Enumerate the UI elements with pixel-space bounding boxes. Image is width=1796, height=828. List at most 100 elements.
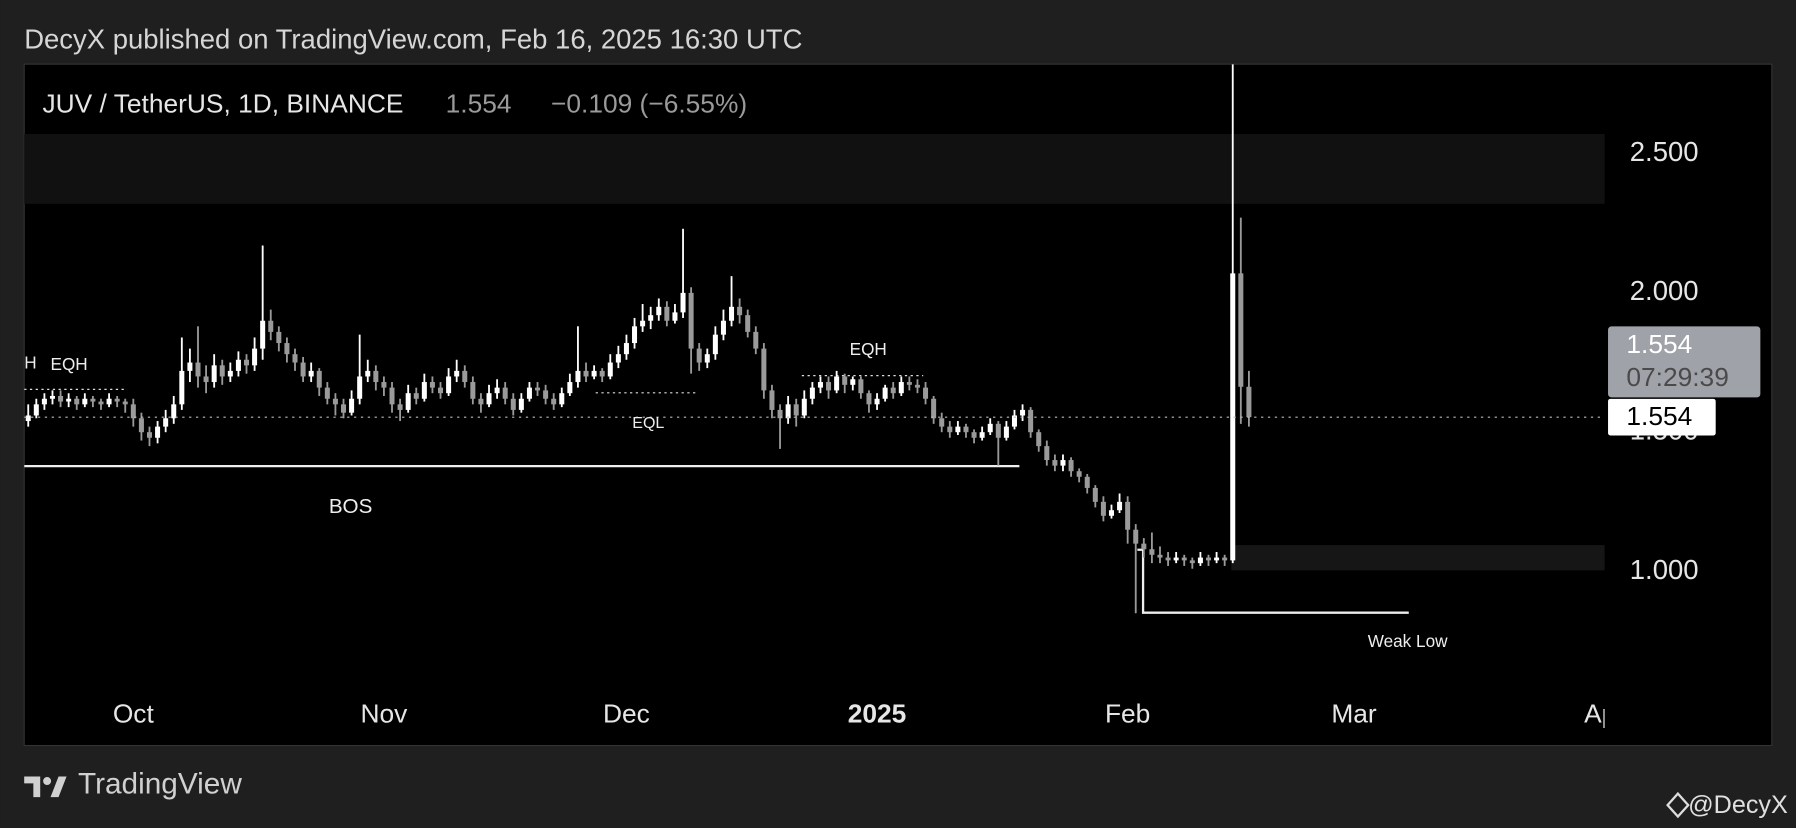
- candle-body: [494, 387, 500, 394]
- candle-body: [41, 398, 47, 405]
- candle-body: [1165, 557, 1171, 561]
- candle-body: [535, 387, 541, 391]
- candle-body: [478, 398, 484, 405]
- candle-body: [745, 315, 751, 332]
- candle-body: [955, 426, 961, 433]
- demand-zone: [1231, 545, 1605, 571]
- candle-body: [252, 348, 258, 366]
- candle-body: [931, 398, 937, 419]
- candle-body: [1189, 560, 1195, 564]
- legend-last: 1.554: [446, 88, 512, 118]
- candle-body: [842, 376, 848, 385]
- candle-body: [365, 370, 371, 377]
- price-box: [1608, 326, 1761, 398]
- candle-body: [349, 398, 355, 413]
- candle-body: [1133, 529, 1139, 544]
- candle-body: [106, 398, 112, 405]
- annotation: BOS: [329, 495, 373, 518]
- candle-body: [1100, 501, 1106, 516]
- weak-low-line: [1137, 548, 1409, 614]
- candle-body: [866, 393, 872, 405]
- candle-body: [179, 370, 185, 405]
- candle-body: [898, 382, 904, 394]
- candle-body: [947, 426, 953, 433]
- candle-body: [1011, 415, 1017, 427]
- candle-body: [817, 382, 823, 388]
- candle-body: [381, 382, 387, 388]
- candle-body: [1222, 557, 1228, 561]
- candle-body: [74, 398, 80, 405]
- candle-body: [526, 387, 532, 399]
- candle-body: [1117, 501, 1123, 511]
- candle-body: [979, 432, 985, 438]
- y-tick-label: 2.500: [1630, 136, 1699, 167]
- candle-body: [834, 376, 840, 391]
- annotation: Weak Low: [1368, 631, 1448, 651]
- candle-body: [1044, 446, 1050, 461]
- candle-body: [300, 362, 306, 377]
- tradingview-logo: [24, 776, 67, 798]
- candle-body: [712, 334, 718, 355]
- candle-body: [874, 398, 880, 405]
- candle-body: [82, 398, 88, 405]
- candle-body: [405, 393, 411, 410]
- annotation: H: [24, 353, 36, 373]
- candle-body: [858, 379, 864, 394]
- candle-body: [890, 387, 896, 394]
- candle-body: [66, 398, 72, 402]
- annotation: EQH: [850, 339, 887, 359]
- author-icon: [1666, 791, 1690, 819]
- candle-body: [260, 320, 266, 349]
- candle-body: [882, 387, 888, 399]
- candle-body: [1197, 557, 1203, 564]
- last-price-tag: [1608, 398, 1716, 436]
- candle-body: [923, 387, 929, 399]
- candle-body: [1173, 557, 1179, 561]
- candle-body: [308, 370, 314, 377]
- candle-body: [276, 331, 282, 344]
- candle-body: [591, 370, 597, 377]
- supply-zone: [24, 133, 1605, 204]
- candle-body: [195, 362, 201, 377]
- candle-body: [58, 395, 64, 402]
- candle-body: [155, 426, 161, 438]
- candle-body: [211, 365, 217, 383]
- candle-body: [729, 306, 735, 321]
- candle-body: [203, 376, 209, 383]
- candle-body: [850, 379, 856, 385]
- candle-body: [559, 393, 565, 405]
- candle-body: [1036, 432, 1042, 447]
- candle-body: [243, 359, 250, 366]
- candle-body: [49, 395, 55, 399]
- candle-body: [664, 306, 670, 321]
- candle-body: [33, 404, 39, 416]
- x-tick-label: Apr: [1584, 699, 1625, 729]
- candle-body: [1020, 409, 1026, 416]
- candle-body: [1157, 554, 1163, 558]
- candle-body: [357, 376, 363, 399]
- candle-body: [1003, 426, 1009, 438]
- symbol-legend: JUV / TetherUS, 1D, BINANCE: [43, 88, 404, 118]
- candle-body: [826, 382, 832, 391]
- candle-body: [615, 354, 621, 363]
- candle-body: [163, 418, 169, 427]
- candle-body: [720, 320, 726, 335]
- candle-body: [906, 382, 912, 385]
- candle-body: [623, 343, 629, 355]
- candle-body: [446, 376, 452, 394]
- candle-body: [454, 370, 460, 377]
- candle-body: [1108, 510, 1114, 516]
- candle-body: [1149, 549, 1155, 555]
- candle-body: [963, 426, 969, 433]
- x-tick-label: Mar: [1331, 699, 1377, 729]
- candle-body: [777, 409, 783, 419]
- candle-body: [389, 387, 395, 405]
- candle-body: [1141, 543, 1147, 550]
- candle-body: [324, 387, 330, 399]
- candle-body: [809, 387, 815, 399]
- candle-body: [1205, 557, 1211, 561]
- candle-body: [1181, 557, 1187, 561]
- candle-body: [268, 320, 274, 332]
